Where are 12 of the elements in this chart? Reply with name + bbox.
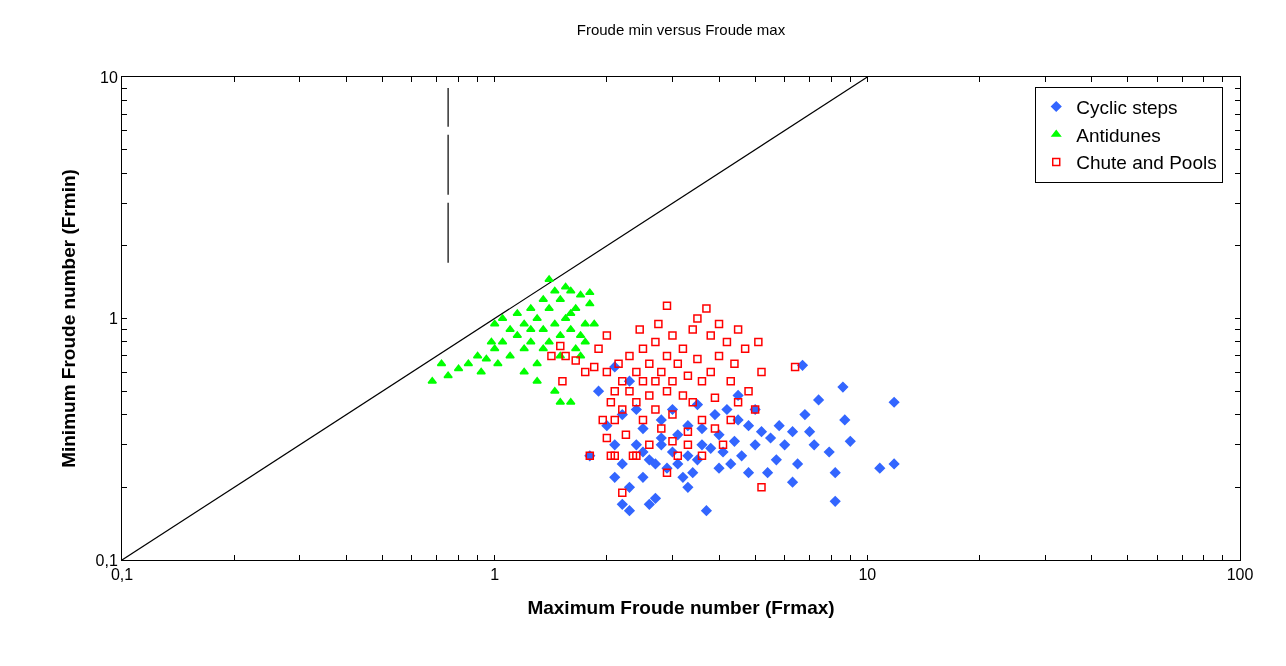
- legend-label: Antidunes: [1076, 124, 1161, 146]
- y-axis-title: Minimum Froude number (Frmin): [58, 169, 80, 468]
- y-tick-label: 0,1: [95, 551, 118, 569]
- x-tick-label: 10: [858, 566, 877, 584]
- y-tick-label: 10: [100, 68, 118, 86]
- x-axis-title: Maximum Froude number (Frmax): [527, 597, 835, 618]
- y-tick-label: 1: [108, 310, 118, 328]
- x-tick-label: 100: [1226, 566, 1254, 584]
- legend-label: Chute and Pools: [1076, 152, 1217, 174]
- legend-label: Cyclic steps: [1076, 96, 1178, 118]
- chart-title: Froude min versus Froude max: [576, 21, 786, 39]
- x-tick-label: 1: [490, 566, 500, 584]
